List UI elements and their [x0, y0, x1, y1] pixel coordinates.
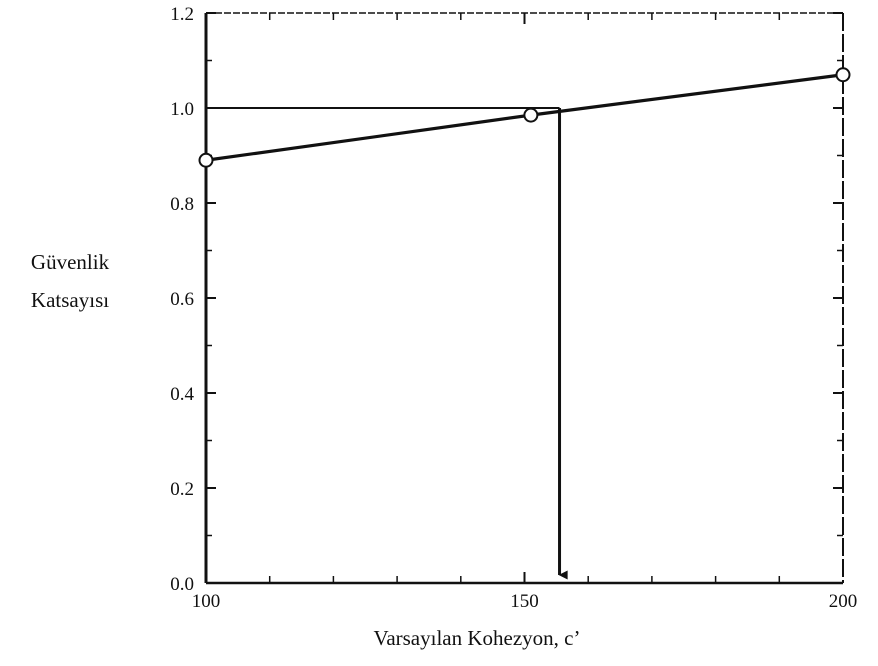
data-point [523, 107, 539, 123]
y-tick-label: 0.4 [170, 384, 194, 405]
data-point [835, 67, 851, 83]
x-axis-label: Varsayılan Kohezyon, c’ [373, 626, 580, 650]
y-tick-label: 0.2 [170, 479, 194, 500]
y-tick-label: 1.2 [170, 4, 194, 25]
x-tick-label: 200 [829, 591, 858, 612]
y-axis-label-line2: Katsayısı [31, 288, 109, 312]
x-tick-label: 100 [192, 591, 221, 612]
data-point [198, 152, 214, 168]
y-tick-label: 0.8 [170, 194, 194, 215]
x-tick-label: 150 [510, 591, 539, 612]
y-tick-label: 0.6 [170, 289, 194, 310]
y-tick-label: 1.0 [170, 99, 194, 120]
y-tick-label: 0.0 [170, 574, 194, 595]
y-axis-label-line1: Güvenlik [31, 250, 110, 274]
